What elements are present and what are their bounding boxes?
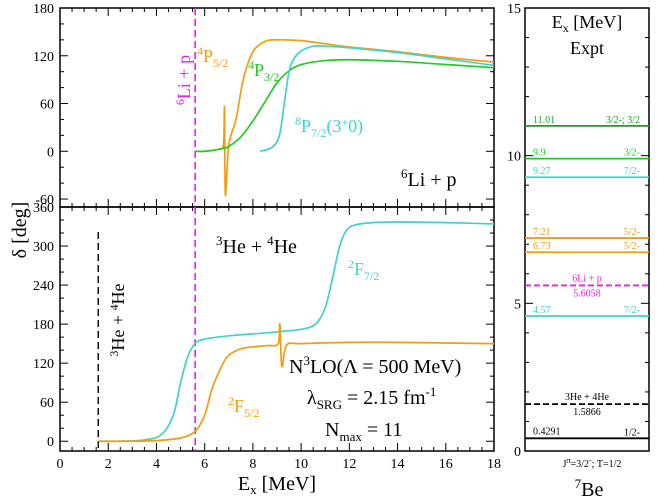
level-jpi-label: 1/2- — [624, 427, 640, 438]
method-label-nmax: Nmax = 11 — [325, 419, 402, 444]
level-scheme: 0 5 10 15 Ex [MeV] Expt 11.01 3/2-; 3/2 9.9 3/… — [507, 2, 650, 501]
level-energy-label: 1.5866 — [573, 407, 601, 418]
bottom-panel: 0 60 120 180 240 300 360 0 2 4 6 8 10 12 14 16 18 — [33, 201, 501, 472]
y-axis-label: δ [deg] — [9, 202, 31, 259]
level-energy-label: 9.27 — [533, 166, 551, 177]
level-energy-label: 7.21 — [533, 227, 551, 238]
level-scheme-frame — [524, 7, 650, 452]
y-tick-label: 180 — [33, 2, 54, 17]
x-tick-label: 4 — [153, 457, 160, 472]
level-threshold-name: 3He + 4He — [565, 392, 610, 403]
level-energy-label: 9.9 — [533, 148, 546, 159]
method-label-n3lo: N3LO(Λ = 500 MeV) — [289, 353, 461, 378]
series-line-4p3-2 — [195, 58, 495, 153]
label-4p32: 4P3/2 — [248, 58, 279, 84]
level-scheme-title: Ex [MeV] — [552, 12, 622, 35]
ls-y-tick-label: 0 — [514, 445, 521, 460]
bottom-curves — [98, 221, 495, 443]
top-y-ticks: -60 0 60 120 180 — [33, 2, 494, 208]
x-tick-label: 6 — [201, 457, 208, 472]
label-8p72: 8P7/2(3+0) — [295, 114, 363, 140]
x-tick-label: 14 — [391, 457, 405, 472]
y-tick-label: 60 — [40, 396, 54, 411]
y-tick-label: 180 — [33, 318, 54, 333]
threshold-label-li: 6Li + p — [173, 55, 194, 105]
y-tick-label: 0 — [47, 435, 54, 450]
levels: 11.01 3/2-; 3/2 9.9 3/2- 9.27 7/2- 7.21 5/2- 6.7… — [525, 115, 649, 440]
series-line-2f5-2 — [98, 322, 495, 443]
x-tick-label: 18 — [487, 457, 501, 472]
level-jpi-label: 3/2-; 3/2 — [606, 115, 640, 126]
level-jpi-label: 7/2- — [624, 166, 640, 177]
x-axis-label: Ex [MeV] — [238, 473, 316, 497]
system-label-li-p: 6Li + p — [401, 166, 457, 191]
system-label-he-he: 3He + 4He — [216, 233, 297, 258]
level-energy-label: 0.4291 — [533, 426, 561, 437]
top-x-ticks — [59, 8, 495, 207]
y-tick-label: 360 — [33, 201, 54, 216]
y-tick-label: 120 — [33, 357, 54, 372]
threshold-label-he: 3He + 4He — [107, 283, 128, 356]
level-scheme-y-ticks: 0 5 10 15 — [507, 2, 649, 460]
top-curves — [195, 38, 495, 196]
ls-y-tick-label: 10 — [507, 150, 521, 165]
series-line-8p7-2-3-0- — [259, 44, 495, 153]
level-jpi-label: 7/2- — [624, 305, 640, 316]
level-energy-label: 4.57 — [533, 305, 551, 316]
y-tick-label: 0 — [47, 145, 54, 160]
label-2f52: 2F5/2 — [228, 394, 259, 420]
level-energy-label: 11.01 — [533, 115, 555, 126]
level-energy-label: 6.73 — [533, 241, 551, 252]
x-tick-label: 16 — [439, 457, 453, 472]
level-threshold-name: 6Li + p — [572, 273, 602, 284]
ls-y-tick-label: 5 — [514, 297, 521, 312]
level-energy-label: 5.6058 — [573, 288, 601, 299]
level-jpi-label: 3/2- — [624, 148, 640, 159]
y-tick-label: 240 — [33, 279, 54, 294]
method-label-lambda: λSRG = 2.15 fm-1 — [307, 384, 436, 412]
x-tick-label: 10 — [294, 457, 308, 472]
x-tick-label: 0 — [57, 457, 64, 472]
bottom-y-ticks: 0 60 120 180 240 300 360 — [33, 201, 494, 450]
y-tick-label: 120 — [33, 50, 54, 65]
level-jpi-label: 5/2- — [624, 241, 640, 252]
x-tick-label: 2 — [105, 457, 112, 472]
label-2f72: 2F7/2 — [348, 257, 379, 283]
x-tick-label: 8 — [249, 457, 256, 472]
y-tick-label: 300 — [33, 240, 54, 255]
level-scheme-subtitle: Expt — [570, 38, 604, 58]
level-jpi-label: 5/2- — [624, 227, 640, 238]
y-tick-label: 60 — [40, 98, 54, 113]
bottom-x-ticks: 0 2 4 6 8 10 12 14 16 18 — [57, 207, 501, 472]
level-scheme-footer: Jπ=3/2-; T=1/2 — [563, 456, 622, 470]
y-tick-label: -60 — [35, 193, 54, 208]
ls-y-tick-label: 15 — [507, 2, 521, 17]
x-tick-label: 12 — [342, 457, 356, 472]
nucleus-label: 7Be — [575, 476, 604, 501]
label-4p52: 4P5/2 — [197, 44, 228, 70]
series-line-2f7-2 — [98, 221, 495, 443]
